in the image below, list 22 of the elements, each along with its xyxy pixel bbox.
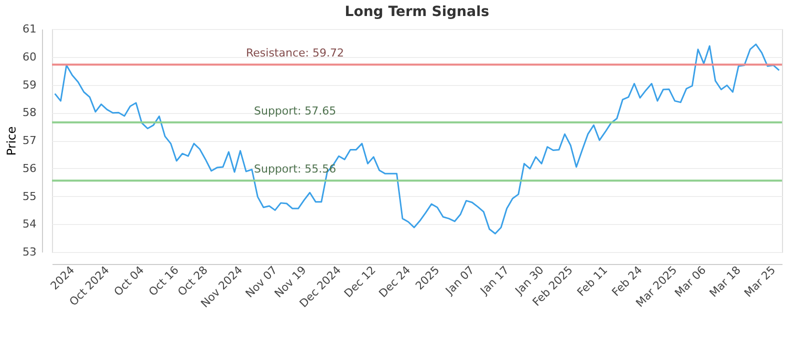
x-tick-label: Mar 25 [742, 264, 778, 300]
x-tick-label: Mar 18 [707, 264, 744, 300]
ref-line-label: Support: 57.65 [254, 104, 336, 118]
x-tick-label: Feb 11 [574, 264, 610, 299]
y-tick-label: 53 [22, 246, 36, 258]
y-tick-label: 55 [22, 190, 36, 203]
x-tick-label: Jan 07 [442, 264, 477, 298]
y-tick-label: 58 [22, 106, 36, 120]
y-tick-label: 60 [22, 50, 36, 64]
ref-line-label: Resistance: 59.72 [246, 46, 344, 60]
x-tick-label: Jan 17 [477, 264, 512, 298]
y-tick-label: 61 [22, 22, 36, 36]
y-tick-label: 59 [22, 78, 36, 92]
line-series [54, 44, 780, 234]
x-tick-label: Oct 04 [112, 264, 147, 299]
y-tick-label: 57 [22, 134, 36, 147]
x-tick-label: Dec 12 [342, 264, 378, 300]
y-axis-title: Price [4, 126, 19, 156]
y-tick-label: 56 [22, 162, 36, 175]
x-tick-label: Dec 24 [376, 264, 414, 300]
y-tick-label: 54 [22, 218, 36, 231]
chart-title: Long Term Signals [344, 4, 490, 20]
